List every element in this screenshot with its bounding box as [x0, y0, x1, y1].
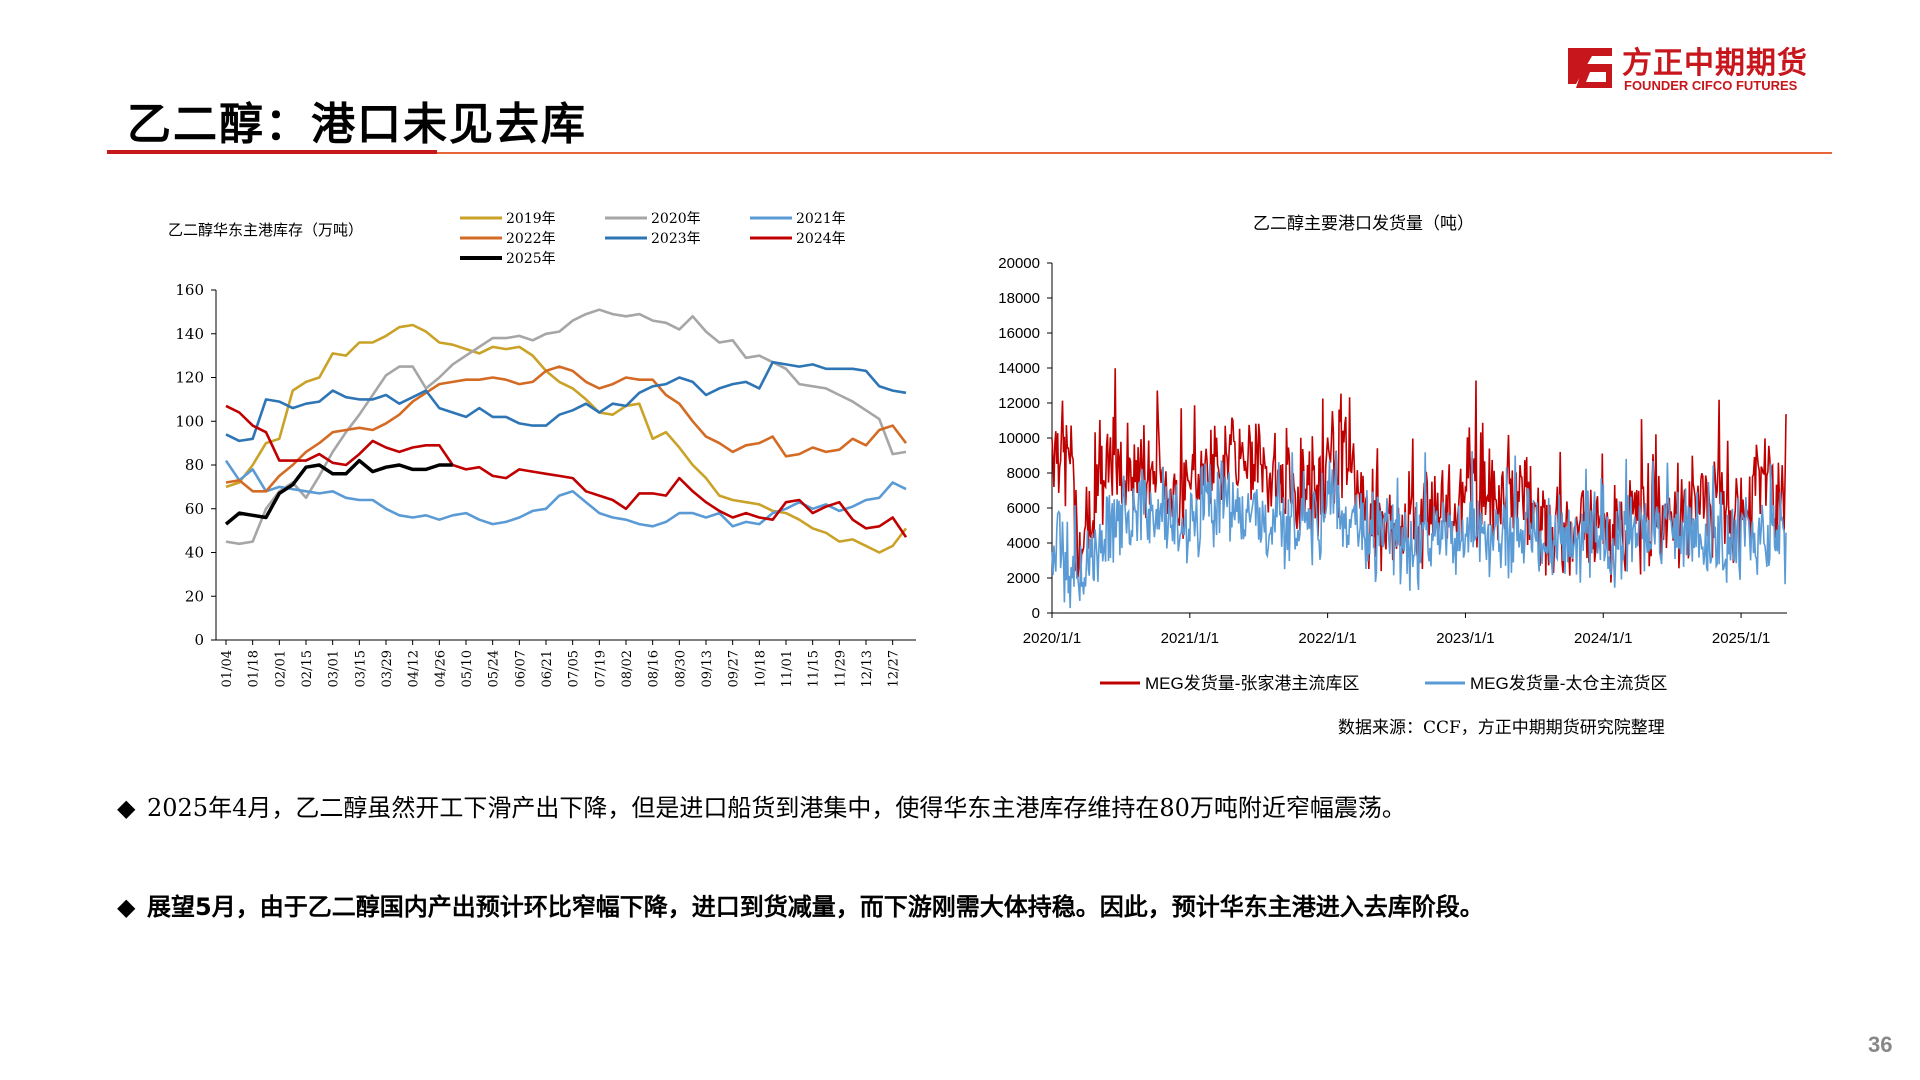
x-tick-label: 09/13 [700, 650, 715, 687]
bullet-diamond-icon: ◆ [117, 893, 136, 921]
x-tick-label: 10/18 [753, 650, 768, 687]
x-tick-label: 01/18 [247, 650, 262, 687]
data-source-note: 数据来源：CCF，方正中期期货研究院整理 [1338, 718, 1665, 738]
y-tick-label: 16000 [998, 325, 1040, 342]
x-tick-label: 03/15 [353, 650, 368, 687]
legend-label: 2024年 [796, 231, 846, 247]
x-tick-label: 2020/1/1 [1023, 630, 1081, 647]
y-tick-label: 20000 [998, 255, 1040, 272]
y-tick-label: 6000 [1007, 500, 1040, 517]
inventory-chart: 乙二醇华东主港库存（万吨） 0 20 40 60 80 100 120 140 160 01/04 0… [168, 211, 916, 687]
x-tick-label: 02/15 [300, 650, 315, 687]
x-tick-label: 04/26 [433, 650, 448, 687]
x-tick-label: 11/15 [807, 650, 822, 687]
bullet-point-1: ◆ 2025年4月，乙二醇虽然开工下滑产出下降，但是进口船货到港集中，使得华东主港… [117, 788, 1406, 823]
shipment-chart: 乙二醇主要港口发货量（吨） 0 2000 4000 6000 8000 10000 12000… [998, 214, 1787, 693]
bullet-text-2: 展望5月，由于乙二醇国内产出预计环比窄幅下降，进口到货减量，而下游刚需大体持稳。… [147, 893, 1484, 921]
x-tick-label: 02/01 [273, 650, 288, 687]
y-tick-label: 14000 [998, 360, 1040, 377]
y-tick-label: 160 [175, 281, 204, 299]
x-tick-label: 06/21 [540, 650, 555, 687]
bullet-text-1: 2025年4月，乙二醇虽然开工下滑产出下降，但是进口船货到港集中，使得华东主港库… [147, 794, 1406, 822]
x-tick-label: 06/07 [513, 650, 528, 687]
y-tick-label: 0 [1032, 605, 1040, 622]
legend-label: MEG发货量-太仓主流货区 [1470, 674, 1667, 693]
y-tick-label: 8000 [1007, 465, 1040, 482]
y-tick-label: 0 [194, 631, 204, 649]
y-tick-label: 18000 [998, 290, 1040, 307]
series-line-2021年 [224, 459, 907, 528]
x-tick-label: 08/30 [673, 650, 688, 687]
x-tick-label: 08/02 [620, 650, 635, 687]
logo-text-cn: 方正中期期货 [1622, 46, 1808, 81]
x-tick-label: 11/01 [780, 650, 795, 687]
y-tick-label: 12000 [998, 395, 1040, 412]
x-tick-label: 2025/1/1 [1712, 630, 1770, 647]
chart-title: 乙二醇主要港口发货量（吨） [1253, 214, 1474, 234]
x-tick-label: 2024/1/1 [1574, 630, 1632, 647]
y-tick-label: 60 [185, 500, 204, 518]
x-tick-label: 11/29 [833, 650, 848, 687]
title-underline-orange [437, 152, 1832, 154]
x-tick-label: 09/27 [727, 650, 742, 687]
series-line-2024年 [225, 404, 908, 538]
x-tick-label: 07/05 [567, 650, 582, 687]
legend-label: 2023年 [651, 231, 701, 247]
bullet-point-2: ◆ 展望5月，由于乙二醇国内产出预计环比窄幅下降，进口到货减量，而下游刚需大体持稳… [117, 887, 1484, 922]
series-line-2022年 [225, 365, 908, 493]
x-tick-label: 05/24 [487, 650, 502, 687]
y-tick-label: 4000 [1007, 535, 1040, 552]
legend-label: 2022年 [506, 231, 556, 247]
x-tick-label: 04/12 [407, 650, 422, 687]
x-tick-label: 08/16 [647, 650, 662, 687]
logo-text-en: FOUNDER CIFCO FUTURES [1624, 78, 1798, 93]
page-title: 乙二醇：港口未见去库 [127, 99, 587, 150]
x-tick-label: 03/29 [380, 650, 395, 687]
y-tick-label: 2000 [1007, 570, 1040, 587]
series-line-2025年 [224, 458, 453, 526]
x-tick-label: 2021/1/1 [1161, 630, 1219, 647]
x-tick-label: 05/10 [460, 650, 475, 687]
x-tick-label: 12/13 [860, 650, 875, 687]
legend-label: 2025年 [506, 251, 556, 267]
legend-label: 2019年 [506, 211, 556, 227]
x-tick-label: 12/27 [887, 650, 902, 687]
y-tick-label: 140 [175, 325, 204, 343]
legend-label: MEG发货量-张家港主流库区 [1145, 674, 1359, 693]
legend-label: 2020年 [651, 211, 701, 227]
x-tick-label: 2023/1/1 [1436, 630, 1494, 647]
chart-title: 乙二醇华东主港库存（万吨） [168, 221, 363, 239]
legend-label: 2021年 [796, 211, 846, 227]
page-number: 36 [1868, 1032, 1893, 1057]
series-line-2020年 [225, 308, 907, 546]
company-logo: 方正中期期货 FOUNDER CIFCO FUTURES [1562, 38, 1842, 98]
x-tick-label: 07/19 [593, 650, 608, 687]
y-tick-label: 40 [185, 544, 204, 562]
y-tick-label: 20 [185, 587, 204, 605]
y-tick-label: 120 [175, 369, 204, 387]
x-tick-label: 2022/1/1 [1298, 630, 1356, 647]
y-tick-label: 100 [175, 412, 204, 430]
x-tick-label: 03/01 [327, 650, 342, 687]
series-line-2023年 [225, 360, 907, 443]
founder-logo-icon [1568, 48, 1612, 88]
series-line-2019年 [225, 323, 908, 554]
bullet-diamond-icon: ◆ [117, 794, 136, 822]
series-line-taicang [1051, 451, 1787, 609]
title-underline-red [107, 150, 437, 154]
x-tick-label: 01/04 [220, 650, 235, 687]
y-tick-label: 10000 [998, 430, 1040, 447]
y-tick-label: 80 [185, 456, 204, 474]
